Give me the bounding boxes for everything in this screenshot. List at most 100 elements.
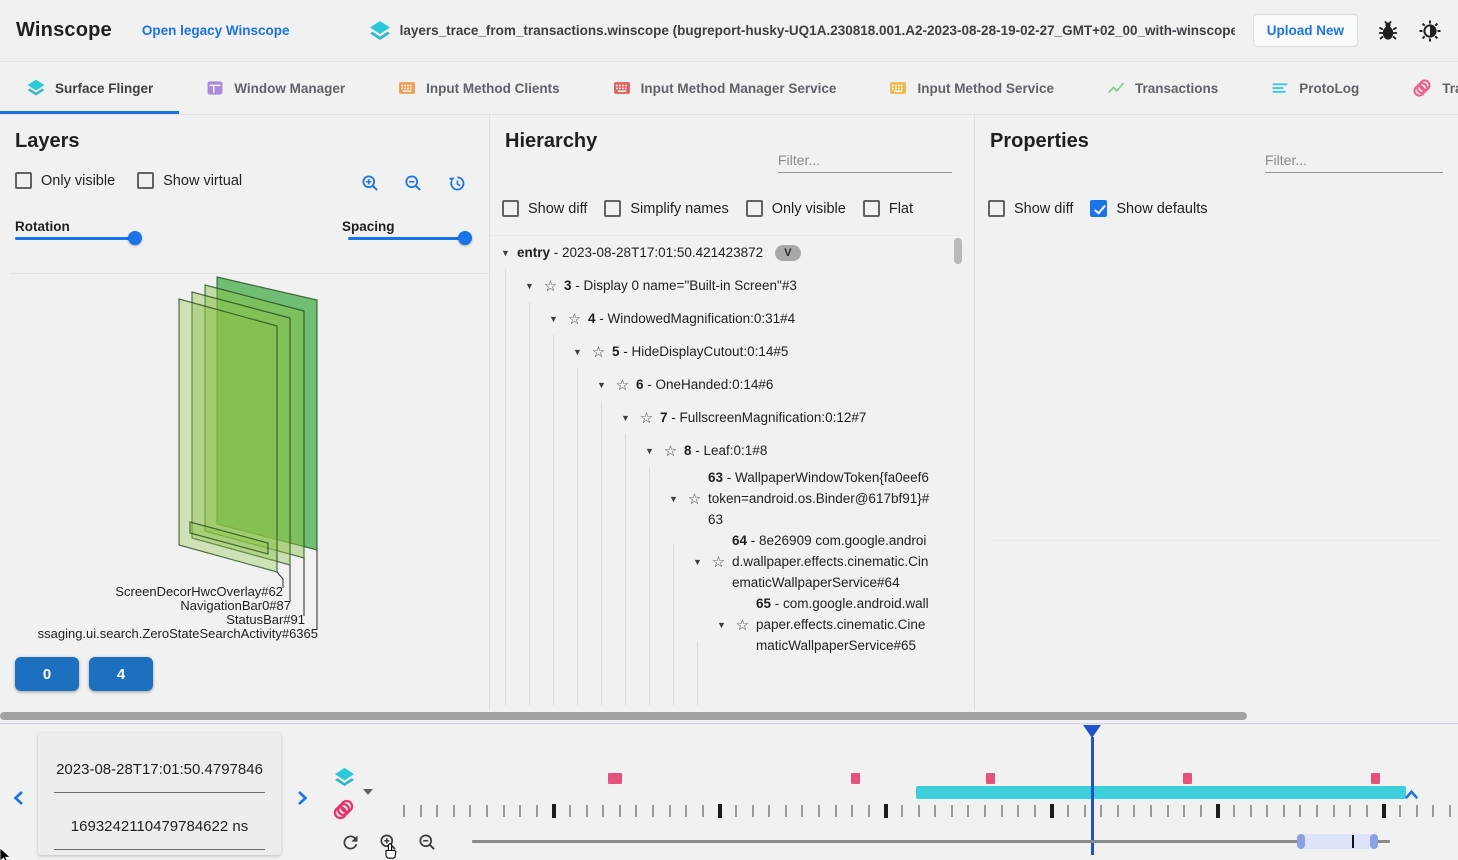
dark-mode-toggle-icon[interactable] bbox=[1418, 19, 1442, 43]
transition-marker[interactable] bbox=[986, 773, 995, 784]
collapse-arrow-icon[interactable]: ▼ bbox=[573, 346, 582, 357]
layers-3d-view[interactable]: ScreenDecorHwcOverlay#62 NavigationBar0#… bbox=[0, 270, 490, 650]
horizontal-scrollbar[interactable] bbox=[0, 712, 1247, 720]
pin-star-icon[interactable]: ☆ bbox=[639, 409, 654, 427]
range-handle-left[interactable] bbox=[1297, 834, 1305, 849]
pin-star-icon[interactable]: ☆ bbox=[663, 442, 678, 460]
transition-marker[interactable] bbox=[1371, 773, 1380, 784]
ruler-tick bbox=[901, 805, 903, 817]
ns-timestamp-input[interactable] bbox=[54, 804, 265, 850]
show-diff-checkbox[interactable]: Show diff bbox=[502, 200, 587, 217]
open-legacy-winscope-link[interactable]: Open legacy Winscope bbox=[141, 23, 290, 38]
collapse-arrow-icon[interactable]: ▼ bbox=[525, 280, 534, 291]
prev-entry-icon[interactable] bbox=[10, 788, 30, 808]
timeline-range-selection[interactable] bbox=[1297, 834, 1378, 849]
human-timestamp-input[interactable] bbox=[54, 747, 265, 793]
tree-node[interactable]: ▼ ☆ 3 - Display 0 name="Built-in Screen"#3 bbox=[490, 269, 960, 302]
tab-input-method-service[interactable]: Input Method Service bbox=[862, 62, 1080, 114]
collapse-arrow-icon[interactable]: ▼ bbox=[501, 247, 510, 258]
checkbox-box[interactable] bbox=[137, 172, 155, 189]
collapse-arrow-icon[interactable]: ▼ bbox=[669, 493, 678, 504]
transition-marker[interactable] bbox=[608, 773, 622, 784]
transition-marker[interactable] bbox=[1183, 773, 1192, 784]
refresh-icon[interactable] bbox=[340, 832, 361, 853]
slider-track[interactable] bbox=[348, 237, 465, 240]
timeline-cursor-head[interactable] bbox=[1083, 725, 1101, 738]
tree-node[interactable]: ▼ ☆ 8 - Leaf:0:1#8 bbox=[490, 434, 960, 467]
range-handle-right[interactable] bbox=[1370, 834, 1378, 849]
checkbox-box[interactable] bbox=[745, 200, 763, 217]
display-0-button[interactable]: 0 bbox=[15, 657, 79, 691]
slider-thumb[interactable] bbox=[458, 231, 472, 245]
tab-input-method-manager-service[interactable]: Input Method Manager Service bbox=[586, 62, 863, 114]
rotation-slider[interactable] bbox=[15, 231, 142, 245]
tree-node[interactable]: ▼ ☆ 6 - OneHanded:0:14#6 bbox=[490, 368, 960, 401]
checkbox-box[interactable] bbox=[15, 172, 32, 189]
collapse-arrow-icon[interactable]: ▼ bbox=[621, 412, 630, 423]
tab-protolog[interactable]: ProtoLog bbox=[1244, 62, 1385, 114]
collapse-arrow-icon[interactable]: ▼ bbox=[597, 379, 606, 390]
zoom-out-icon[interactable] bbox=[403, 173, 424, 194]
tree-node[interactable]: ▼ ☆ 7 - FullscreenMagnification:0:12#7 bbox=[490, 401, 960, 434]
properties-options: Show diff Show defaults bbox=[988, 200, 1207, 217]
pin-star-icon[interactable]: ☆ bbox=[615, 376, 630, 394]
collapse-arrow-icon[interactable]: ▼ bbox=[645, 445, 654, 456]
collapse-arrow-icon[interactable]: ▼ bbox=[549, 313, 558, 324]
checkbox-box[interactable] bbox=[862, 200, 880, 217]
pin-star-icon[interactable]: ☆ bbox=[567, 310, 582, 328]
pin-star-icon[interactable]: ☆ bbox=[543, 277, 558, 295]
timeline-cursor[interactable] bbox=[1091, 737, 1094, 855]
show-virtual-checkbox[interactable]: Show virtual bbox=[137, 172, 242, 189]
hierarchy-scrollbar[interactable] bbox=[954, 238, 962, 264]
tree-node[interactable]: ▼ ☆ 65 - com.google.android.wallpaper.effe… bbox=[490, 593, 960, 656]
tab-surface-flinger[interactable]: Surface Flinger bbox=[0, 62, 180, 114]
collapse-arrow-icon[interactable]: ▼ bbox=[693, 556, 702, 567]
slider-thumb[interactable] bbox=[128, 231, 142, 245]
simplify-names-checkbox[interactable]: Simplify names bbox=[604, 200, 729, 217]
properties-filter-input[interactable] bbox=[1265, 147, 1443, 173]
sf-trace-band[interactable] bbox=[916, 786, 1406, 799]
tree-node[interactable]: ▼ ☆ 63 - WallpaperWindowToken{fa0eef6 toke… bbox=[490, 467, 960, 530]
reset-view-history-icon[interactable] bbox=[446, 173, 467, 194]
checkbox-box[interactable] bbox=[1090, 200, 1108, 217]
tab-input-method-clients[interactable]: Input Method Clients bbox=[371, 62, 585, 114]
tree-node[interactable]: ▼ ☆ 64 - 8e26909 com.google.android.wallpa… bbox=[490, 530, 960, 593]
checkbox-box[interactable] bbox=[604, 200, 622, 217]
upload-new-button[interactable]: Upload New bbox=[1252, 14, 1358, 47]
expand-timeline-icon[interactable] bbox=[1402, 786, 1421, 805]
pin-star-icon[interactable]: ☆ bbox=[687, 490, 702, 508]
collapse-arrow-icon[interactable]: ▼ bbox=[717, 619, 726, 630]
show-diff-checkbox[interactable]: Show diff bbox=[988, 200, 1073, 217]
checkbox-box[interactable] bbox=[988, 200, 1005, 217]
timeline-range-track[interactable] bbox=[472, 840, 1390, 843]
pin-star-icon[interactable]: ☆ bbox=[711, 553, 726, 571]
timeline-zoom-in-icon[interactable] bbox=[378, 832, 399, 853]
only-visible-checkbox[interactable]: Only visible bbox=[745, 200, 846, 217]
pin-star-icon[interactable]: ☆ bbox=[735, 616, 750, 634]
tree-node[interactable]: ▼ ☆ 4 - WindowedMagnification:0:31#4 bbox=[490, 302, 960, 335]
tab-transitions[interactable]: Tra bbox=[1385, 62, 1458, 114]
tab-window-manager[interactable]: Window Manager bbox=[179, 62, 371, 114]
tree-node[interactable]: ▼ ☆ 5 - HideDisplayCutout:0:14#5 bbox=[490, 335, 960, 368]
next-entry-icon[interactable] bbox=[291, 788, 311, 808]
zoom-in-icon[interactable] bbox=[360, 173, 381, 194]
bug-report-icon[interactable] bbox=[1376, 19, 1400, 43]
only-visible-checkbox[interactable]: Only visible bbox=[15, 172, 115, 189]
transition-marker[interactable] bbox=[851, 773, 860, 784]
checkbox-box[interactable] bbox=[502, 200, 519, 217]
transitions-trace-icon[interactable] bbox=[331, 797, 356, 822]
trace-select-caret-icon[interactable] bbox=[363, 789, 373, 795]
display-4-button[interactable]: 4 bbox=[89, 657, 153, 691]
pin-star-icon[interactable]: ☆ bbox=[591, 343, 606, 361]
slider-track[interactable] bbox=[15, 237, 135, 240]
tree-node[interactable]: ▼ entry - 2023-08-28T17:01:50.421423872 V bbox=[490, 236, 960, 269]
timeline-zoom-out-icon[interactable] bbox=[417, 832, 438, 853]
spacing-slider[interactable] bbox=[348, 231, 472, 245]
tab-transactions[interactable]: Transactions bbox=[1080, 62, 1244, 114]
layers-trace-icon[interactable] bbox=[333, 766, 356, 789]
hierarchy-filter-input[interactable] bbox=[778, 147, 952, 173]
hierarchy-tree: ▼ entry - 2023-08-28T17:01:50.421423872 V ▼… bbox=[490, 235, 960, 705]
flat-checkbox[interactable]: Flat bbox=[862, 200, 913, 217]
show-defaults-checkbox[interactable]: Show defaults bbox=[1090, 200, 1207, 217]
layer-quad-small[interactable] bbox=[189, 521, 269, 555]
